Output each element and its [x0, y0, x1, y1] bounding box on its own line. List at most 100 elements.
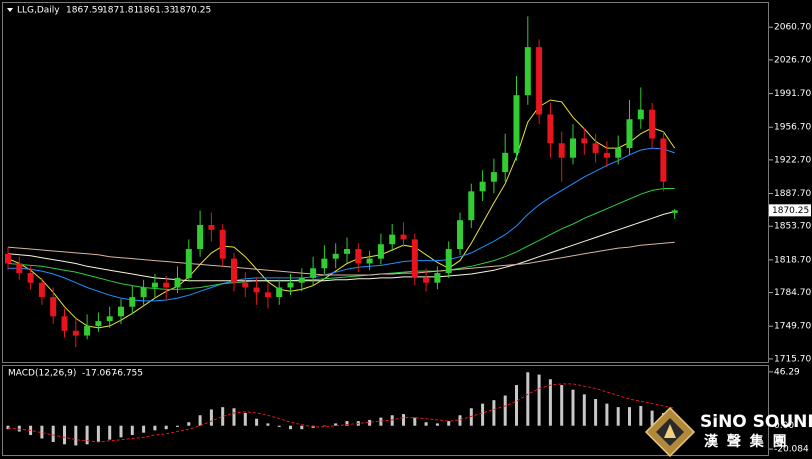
macd-histogram-bar [390, 415, 394, 426]
macd-histogram-bar [232, 408, 236, 426]
candle-body [592, 143, 599, 153]
candle-body [242, 282, 249, 288]
candle-body [389, 234, 396, 245]
macd-histogram-bar [63, 425, 66, 445]
macd-histogram-bar [255, 418, 259, 426]
macd-histogram-bar [458, 415, 462, 426]
macd-histogram-bar [571, 389, 575, 426]
logo-subtitle: 漢 聲 集 團 [704, 433, 789, 450]
macd-histogram-bar [334, 423, 338, 426]
macd-histogram-bar [176, 425, 179, 427]
candle-body [27, 273, 34, 283]
candle-body [16, 263, 23, 274]
macd-histogram-bar [243, 412, 247, 426]
candle-body [411, 239, 418, 278]
candle-body [174, 277, 181, 288]
candle-body [5, 253, 11, 264]
moving-average-line [7, 241, 675, 276]
y-tick-label: 2026.70 [774, 55, 811, 65]
candle-body [603, 152, 610, 158]
candle-body [38, 282, 45, 298]
macd-histogram-bar [628, 407, 631, 426]
macd-histogram-bar [300, 425, 304, 430]
macd-histogram-bar [469, 408, 473, 426]
macd-histogram-bar [548, 379, 552, 426]
candle-body [298, 277, 305, 283]
y-tick-label: 1715.70 [774, 354, 811, 364]
macd-histogram-bar [560, 385, 564, 426]
candle-body [649, 109, 656, 139]
macd-histogram-bar [402, 414, 405, 426]
logo-name: SiNO SOUND [700, 412, 812, 432]
candle-body [400, 234, 407, 240]
macd-signal-line [7, 383, 675, 443]
candle-body [547, 114, 554, 144]
close-value: 1870.25 [174, 6, 211, 16]
candle-body [129, 297, 136, 307]
candle-body [321, 258, 328, 269]
candle-body [140, 287, 147, 298]
y-tick-label: 1991.70 [774, 89, 811, 99]
candle-body [208, 224, 215, 230]
title-bar: LLG,Daily 1867.59 1871.81 1861.33 1870.2… [7, 6, 211, 16]
macd-histogram-bar [582, 394, 586, 426]
candle-body [626, 119, 633, 149]
candle-body [536, 47, 543, 115]
candle-body [197, 224, 204, 250]
candle-body [253, 287, 260, 293]
logo-mark [664, 424, 676, 438]
current-price-box [769, 204, 811, 217]
macd-histogram-bar [639, 405, 643, 426]
candle-body [264, 292, 271, 298]
logo: SiNO SOUND 漢 聲 集 團 [644, 406, 812, 458]
macd-histogram-bar [209, 409, 213, 426]
macd-histogram-bar [605, 403, 609, 426]
macd-histogram-bar [515, 385, 518, 426]
macd-histogram-bar [277, 425, 281, 427]
macd-histogram-bar [96, 425, 100, 442]
candle-body [513, 95, 520, 153]
title-arrow [7, 8, 13, 12]
macd-histogram-bar [51, 425, 55, 442]
candle-body [468, 191, 475, 221]
candle-body [423, 277, 430, 283]
macd-histogram-bar [130, 425, 134, 436]
candle-body [344, 249, 350, 254]
macd-label: MACD(12,26,9) [8, 369, 76, 379]
main-panel-border [2, 2, 769, 363]
candle-body [524, 47, 531, 96]
y-tick-label: 1818.70 [774, 255, 811, 265]
macd-histogram-bar [345, 421, 349, 426]
macd-histogram-bar [119, 425, 123, 438]
y-tick-label: 1749.70 [774, 322, 811, 332]
candle-body [106, 316, 113, 322]
macd-histogram-bar [413, 417, 417, 426]
moving-average-line [8, 147, 675, 302]
macd-histogram-bar [594, 398, 598, 426]
candle-body [581, 138, 588, 144]
macd-histogram-bar [424, 422, 428, 426]
candle-body [615, 148, 622, 158]
candle-body [95, 321, 102, 326]
macd-histogram-bar [616, 407, 620, 426]
candle-body [457, 220, 463, 250]
candle-body [50, 297, 57, 317]
macd-histogram-bar [481, 403, 485, 426]
candle-body [163, 282, 170, 288]
macd-histogram-bar [164, 425, 168, 430]
macd-histogram-bar [85, 425, 89, 445]
macd-histogram-bar [221, 407, 225, 426]
candle-body [72, 330, 79, 336]
y-tick-label: 1887.70 [774, 189, 811, 199]
macd-histogram-bar [74, 425, 78, 446]
candle-body [332, 253, 339, 259]
candle-body [502, 152, 509, 173]
candle-body [434, 273, 441, 283]
symbol-title: LLG,Daily [17, 6, 60, 16]
macd-histogram-bar [198, 415, 202, 426]
macd-histogram-bar [17, 425, 21, 432]
macd-histogram-bar [153, 425, 157, 431]
